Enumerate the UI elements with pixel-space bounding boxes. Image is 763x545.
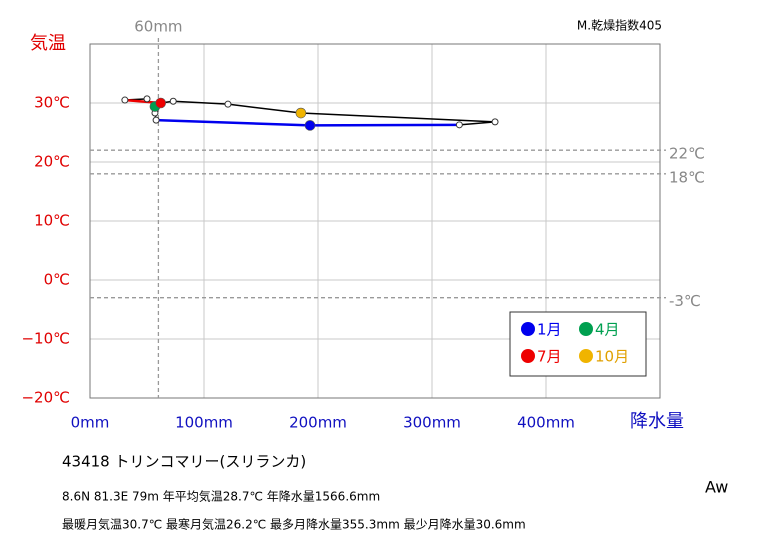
corner-label: M.乾燥指数405 bbox=[577, 18, 662, 33]
month-point bbox=[295, 107, 307, 119]
reference-label: 60mm bbox=[134, 18, 182, 36]
reference-label: 22℃ bbox=[669, 145, 705, 163]
x-tick-label: 100mm bbox=[175, 414, 233, 432]
legend-label: 4月 bbox=[595, 321, 620, 339]
legend-label: 1月 bbox=[537, 321, 562, 339]
y-tick-label: −20℃ bbox=[21, 389, 70, 407]
y-tick-label: 20℃ bbox=[34, 153, 70, 171]
x-tick-label: 300mm bbox=[403, 414, 461, 432]
x-axis-label: 降水量 bbox=[630, 411, 684, 432]
legend-label: 10月 bbox=[595, 348, 629, 366]
month-point bbox=[224, 100, 232, 108]
climate-line-segment bbox=[156, 118, 311, 127]
month-point bbox=[143, 95, 151, 103]
legend-label: 7月 bbox=[537, 348, 562, 366]
info-line: 8.6N 81.3E 79m 年平均気温28.7℃ 年降水量1566.6mm bbox=[62, 489, 380, 504]
climate-class: Aw bbox=[705, 478, 728, 497]
x-tick-label: 400mm bbox=[517, 414, 575, 432]
legend-marker bbox=[521, 322, 535, 336]
info-line: 最暖月気温30.7℃ 最寒月気温26.2℃ 最多月降水量355.3mm 最少月降… bbox=[62, 517, 526, 532]
legend-marker bbox=[579, 322, 593, 336]
month-point bbox=[152, 116, 160, 124]
legend-marker bbox=[579, 349, 593, 363]
x-tick-label: 0mm bbox=[71, 414, 110, 432]
month-point bbox=[169, 97, 177, 105]
x-tick-label: 200mm bbox=[289, 414, 347, 432]
y-tick-label: 0℃ bbox=[44, 271, 70, 289]
reference-label: -3℃ bbox=[669, 292, 701, 310]
month-point bbox=[491, 118, 499, 126]
y-tick-label: −10℃ bbox=[21, 330, 70, 348]
station: 43418 トリンコマリー(スリランカ) bbox=[62, 453, 306, 471]
climate-line-segment bbox=[310, 123, 460, 127]
month-point bbox=[121, 96, 129, 104]
month-point bbox=[455, 121, 463, 129]
month-point bbox=[304, 120, 316, 131]
legend-box bbox=[509, 311, 647, 377]
y-tick-label: 30℃ bbox=[34, 94, 70, 112]
month-point bbox=[155, 97, 166, 109]
legend-marker bbox=[521, 349, 535, 363]
y-tick-label: 10℃ bbox=[34, 212, 70, 230]
reference-label: 18℃ bbox=[669, 168, 705, 186]
y-axis-label: 気温 bbox=[30, 33, 66, 54]
plot-frame bbox=[89, 43, 661, 399]
